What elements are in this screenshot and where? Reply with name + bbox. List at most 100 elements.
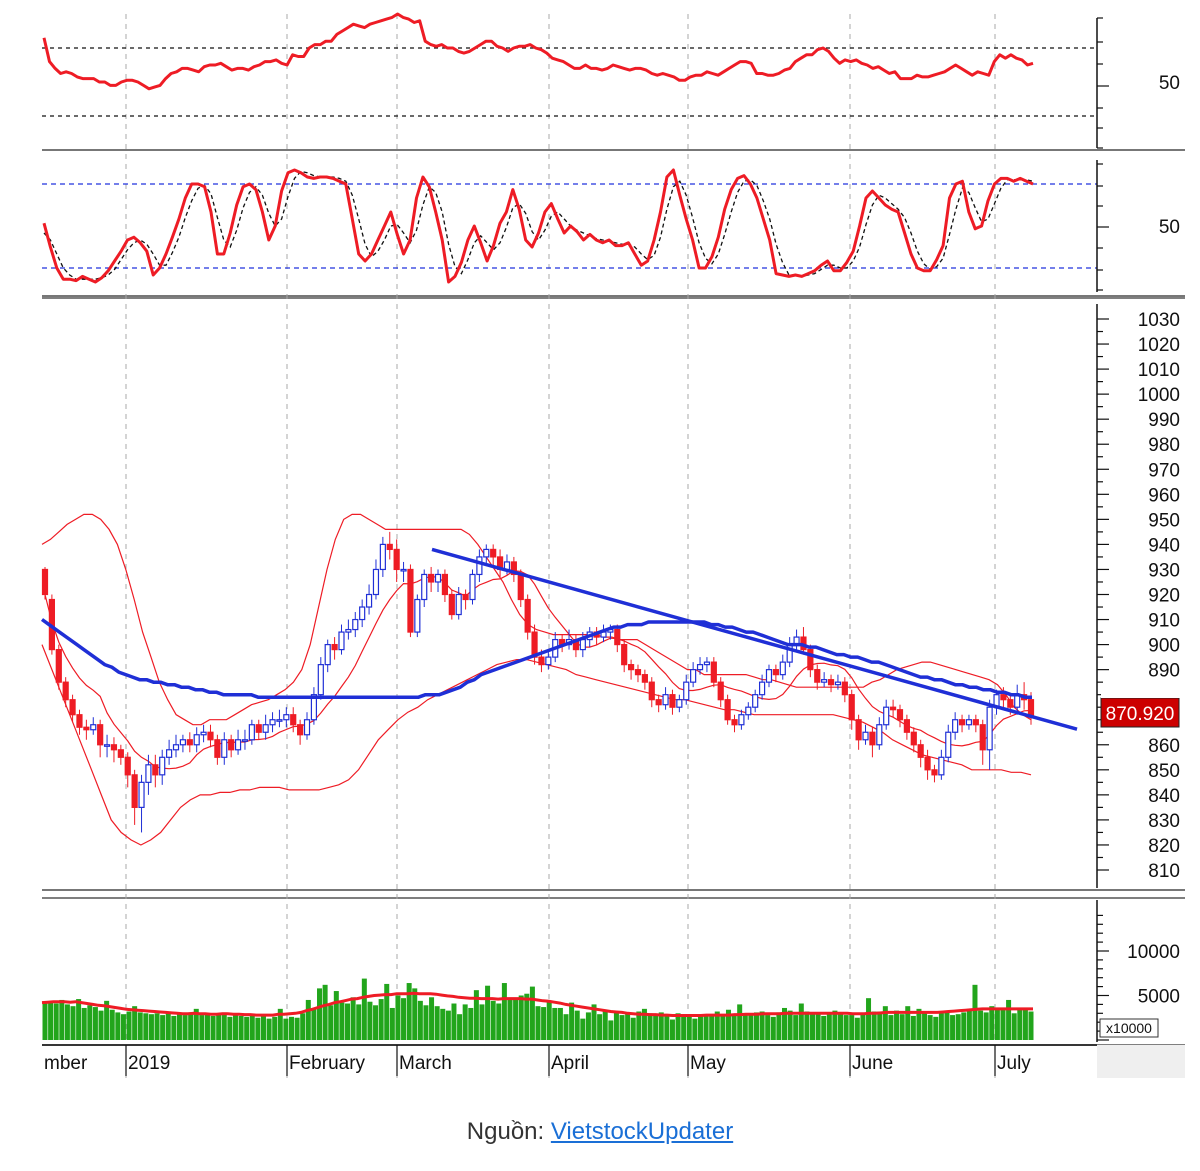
volume-bar <box>793 1015 799 1040</box>
candle <box>124 752 131 788</box>
candle <box>172 734 180 758</box>
candle <box>952 712 959 740</box>
volume-unit-label: x10000 <box>1106 1020 1152 1036</box>
candle-body <box>641 674 648 683</box>
candle-body <box>483 548 490 558</box>
candle-body <box>290 714 297 726</box>
volume-bar <box>569 1002 575 1040</box>
candle <box>228 734 235 758</box>
candle <box>683 674 690 705</box>
candle-body <box>814 669 821 683</box>
candle <box>827 674 835 693</box>
candle <box>965 714 973 730</box>
candle <box>179 734 187 753</box>
candle-body <box>821 679 828 683</box>
volume-bar <box>457 1014 463 1040</box>
candle-body <box>103 744 111 747</box>
stoch-d-line <box>43 170 1034 280</box>
panel-frames <box>42 149 1185 1078</box>
candle <box>662 687 669 710</box>
volume-bar <box>120 1014 126 1040</box>
candle <box>83 719 90 740</box>
volume-bar <box>126 1011 132 1040</box>
candle <box>317 657 324 700</box>
volume-bar <box>798 1003 804 1040</box>
candle <box>724 694 731 725</box>
volume-bar <box>838 1013 844 1040</box>
candle <box>765 664 773 688</box>
price-tick-label: 1010 <box>1138 360 1180 381</box>
candle <box>779 654 786 680</box>
volume-bar <box>232 1015 238 1040</box>
volume-bar <box>826 1013 832 1040</box>
price-tick-label: 990 <box>1148 410 1180 431</box>
candle-body <box>931 769 938 776</box>
volume-bar <box>821 1015 827 1040</box>
volume-bar <box>154 1013 160 1040</box>
candle <box>469 569 476 605</box>
volume-bar <box>277 1008 283 1040</box>
volume-bar <box>978 1010 984 1040</box>
volume-bar <box>389 1007 395 1040</box>
volume-bar <box>115 1012 121 1040</box>
volume-bar <box>950 1015 956 1040</box>
rsi-panel <box>42 12 1097 117</box>
volume-bar <box>585 1012 591 1040</box>
candle-body <box>455 593 462 616</box>
candle-body <box>145 764 152 783</box>
candle-body <box>297 724 304 736</box>
candle-body <box>407 568 414 633</box>
candle <box>917 739 924 768</box>
candle <box>648 677 655 708</box>
volume-bar <box>770 1016 776 1040</box>
candle <box>234 729 242 755</box>
candle <box>696 657 704 675</box>
price-tick-label: 890 <box>1148 661 1180 682</box>
price-tick-label: 850 <box>1148 761 1180 782</box>
volume-bar <box>507 999 513 1040</box>
candle-body <box>676 699 683 708</box>
candle-body <box>517 573 524 601</box>
candle <box>814 664 821 690</box>
volume-bar <box>866 998 872 1040</box>
volume-bar <box>686 1015 692 1040</box>
candle-body <box>255 724 262 733</box>
price-tick-label: 940 <box>1148 535 1180 556</box>
candle-body <box>779 661 786 676</box>
volume-bar <box>1006 999 1012 1040</box>
candle-body <box>365 593 373 608</box>
candle <box>772 664 779 683</box>
volume-bar <box>563 1014 569 1040</box>
candle <box>690 662 697 688</box>
volume-bar <box>787 1010 793 1040</box>
candle <box>883 699 890 730</box>
volume-bar <box>59 999 65 1040</box>
candle <box>938 749 945 780</box>
candle-body <box>179 739 187 746</box>
volume-bar <box>944 1011 950 1040</box>
candle-body <box>745 706 752 716</box>
volume-bar <box>479 1004 485 1040</box>
candle <box>338 624 345 655</box>
volume-bar <box>894 1010 900 1040</box>
candle <box>903 714 910 740</box>
candle-body <box>655 699 662 706</box>
volume-bar <box>518 995 524 1040</box>
volume-bar <box>647 1013 653 1040</box>
candle-body <box>717 681 724 701</box>
candle <box>545 649 552 670</box>
candle-body <box>938 756 945 776</box>
candle <box>931 764 938 783</box>
month-label: May <box>690 1053 726 1074</box>
candle <box>958 714 966 733</box>
price-tick-label: 920 <box>1148 586 1180 607</box>
volume-bar <box>664 1015 670 1040</box>
candle <box>655 694 662 713</box>
month-label: 2019 <box>128 1053 170 1074</box>
candle <box>462 589 469 610</box>
candle-body <box>945 731 952 758</box>
source-link[interactable]: VietstockUpdater <box>550 1118 734 1145</box>
volume-bar <box>888 1015 894 1040</box>
candle <box>531 624 538 665</box>
